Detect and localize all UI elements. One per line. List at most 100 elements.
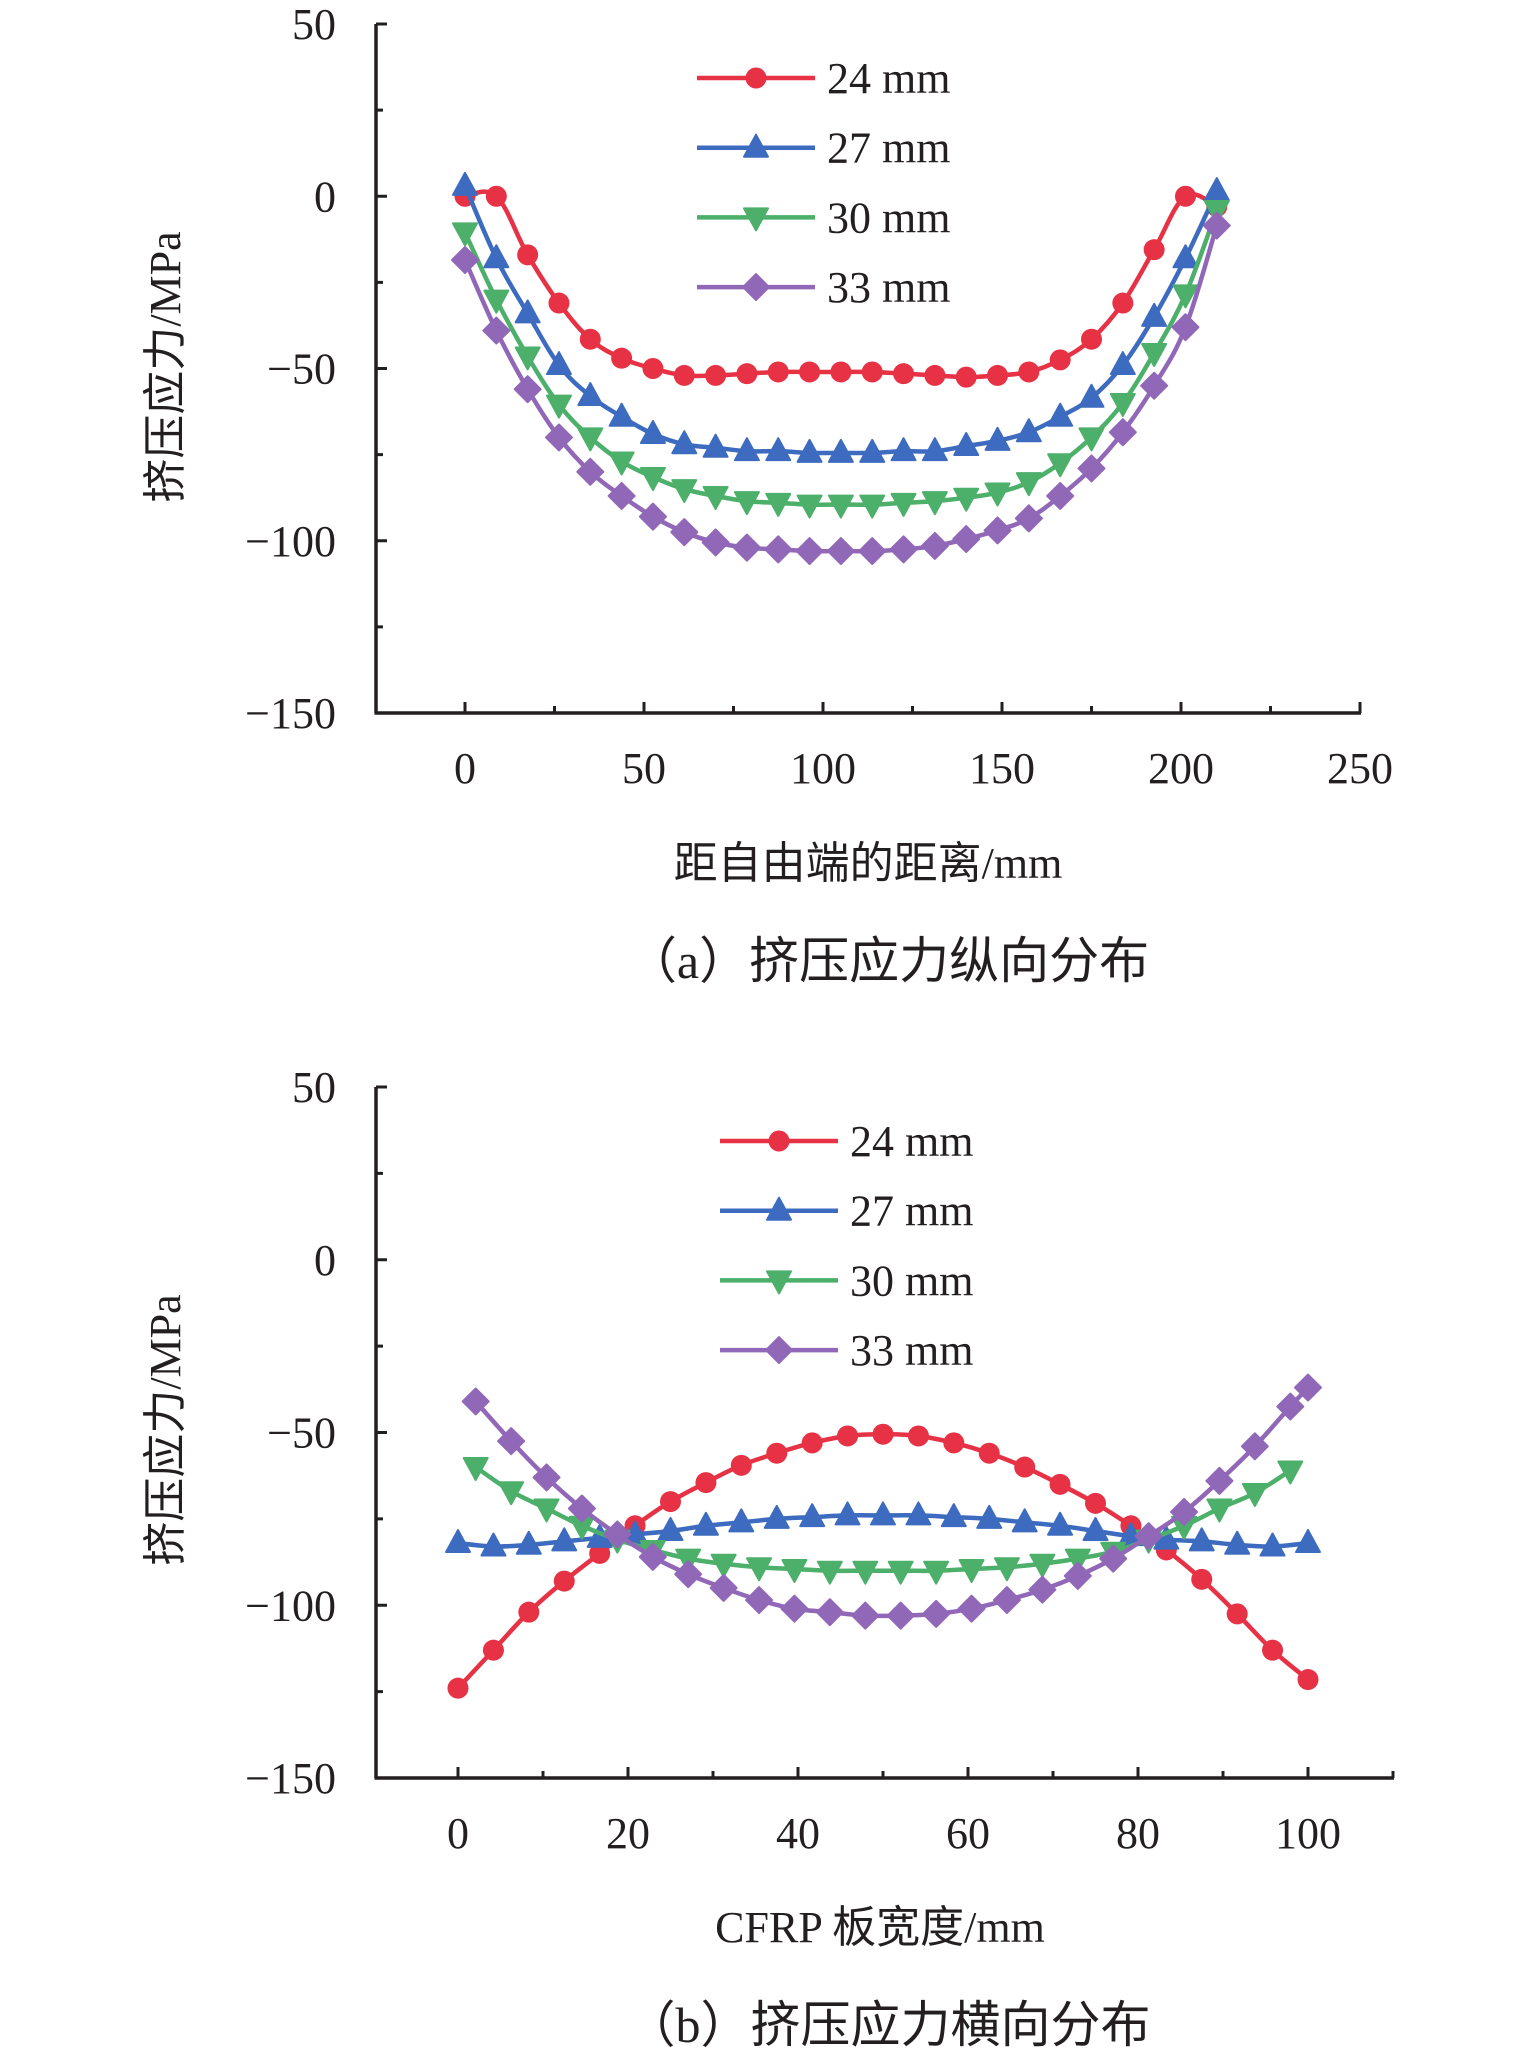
- data-point: [921, 437, 948, 462]
- data-point: [978, 1442, 1000, 1464]
- y-tick-label: 0: [314, 172, 336, 221]
- data-point: [1046, 481, 1075, 510]
- data-point: [1085, 1492, 1106, 1514]
- data-point: [1143, 239, 1165, 261]
- data-point: [826, 537, 855, 566]
- data-point: [859, 438, 886, 463]
- x-tick-label: 0: [447, 1809, 469, 1858]
- legend-marker-icon: [745, 67, 767, 89]
- data-point: [497, 1427, 526, 1456]
- data-point: [1277, 1460, 1304, 1485]
- data-point: [886, 1601, 915, 1630]
- legend-item: 33 mm: [697, 263, 950, 312]
- data-point: [1141, 302, 1168, 327]
- data-point: [1174, 185, 1196, 207]
- data-point: [859, 494, 886, 519]
- data-point: [905, 1501, 932, 1526]
- legend-item: 27 mm: [720, 1187, 973, 1236]
- data-point: [517, 244, 539, 266]
- data-point: [890, 492, 917, 517]
- data-point: [923, 1560, 950, 1585]
- data-point: [673, 364, 695, 386]
- data-point: [1202, 211, 1231, 240]
- panel-b-caption: （b）挤压应力横向分布: [626, 1997, 1151, 2053]
- data-point: [709, 1573, 738, 1602]
- data-point: [1064, 1548, 1091, 1573]
- data-point: [1047, 1511, 1074, 1536]
- y-tick-label: −100: [245, 517, 336, 566]
- y-tick-label: 50: [292, 1063, 336, 1112]
- data-point: [1262, 1639, 1284, 1661]
- data-point: [987, 364, 1009, 386]
- data-point: [480, 1532, 507, 1557]
- legend-label: 33 mm: [827, 263, 950, 312]
- data-point: [553, 1570, 575, 1592]
- data-point: [958, 1558, 985, 1583]
- data-point: [483, 289, 510, 314]
- legend-label: 27 mm: [850, 1187, 973, 1236]
- data-point: [639, 419, 666, 444]
- series-24-mm: [447, 1423, 1319, 1699]
- panel-a-y-axis-title: 挤压应力/MPa: [141, 231, 190, 502]
- panel-a-legend: 24 mm 27 mm 30 mm 33 mm: [697, 54, 950, 312]
- data-point: [1047, 402, 1074, 427]
- data-point: [1191, 1568, 1213, 1590]
- data-point: [671, 430, 698, 455]
- data-point: [589, 1542, 611, 1564]
- data-point: [483, 244, 510, 269]
- x-tick-label: 200: [1148, 744, 1214, 793]
- x-tick-label: 150: [969, 744, 1035, 793]
- panel-b-axes: [374, 1085, 1395, 1780]
- data-point: [746, 1557, 773, 1582]
- data-point: [940, 1503, 967, 1528]
- data-point: [1241, 1482, 1268, 1507]
- data-point: [514, 299, 541, 324]
- data-point: [482, 316, 511, 345]
- data-point: [955, 366, 977, 388]
- data-point: [907, 1425, 929, 1447]
- data-point: [710, 1553, 737, 1578]
- panel-a-caption: （a）挤压应力纵向分布: [627, 933, 1149, 989]
- data-point: [887, 1560, 914, 1585]
- data-point: [518, 1601, 540, 1623]
- data-point: [608, 451, 635, 476]
- data-point: [765, 437, 792, 462]
- data-point: [957, 1594, 986, 1623]
- data-point: [795, 537, 824, 566]
- panel-b-series: [445, 1373, 1322, 1699]
- data-point: [870, 1501, 896, 1526]
- data-point: [451, 245, 479, 274]
- legend-marker-icon: [742, 273, 770, 302]
- data-point: [603, 1520, 632, 1549]
- data-point: [1226, 1603, 1248, 1625]
- data-point: [660, 1491, 681, 1513]
- data-point: [889, 535, 918, 564]
- data-point: [924, 364, 946, 386]
- x-tick-label: 250: [1327, 744, 1393, 793]
- data-point: [1049, 1473, 1071, 1495]
- data-point: [551, 1527, 578, 1552]
- data-point: [461, 1387, 490, 1416]
- legend-label: 33 mm: [850, 1326, 973, 1375]
- data-point: [815, 1598, 844, 1627]
- data-point: [943, 1432, 965, 1454]
- data-point: [736, 363, 758, 385]
- legend-marker-icon: [765, 1336, 793, 1365]
- data-point: [638, 1542, 667, 1571]
- data-point: [728, 1508, 755, 1533]
- panel-b-x-tick-labels: 0 20 40 60 80 100: [447, 1809, 1341, 1858]
- data-point: [532, 1463, 561, 1492]
- data-point: [952, 525, 981, 554]
- series-30-mm: [452, 200, 1230, 519]
- data-point: [1063, 1561, 1092, 1590]
- legend-label: 30 mm: [827, 193, 950, 242]
- panel-a-series: [451, 171, 1231, 566]
- data-point: [1205, 1466, 1234, 1495]
- legend-item: 24 mm: [720, 1117, 973, 1166]
- data-point: [745, 1586, 774, 1615]
- panel-a-y-tick-labels: 50 0 −50 −100 −150: [245, 0, 336, 738]
- data-point: [1109, 392, 1136, 417]
- data-point: [1134, 1522, 1163, 1551]
- data-point: [984, 426, 1011, 451]
- data-point: [1112, 292, 1134, 314]
